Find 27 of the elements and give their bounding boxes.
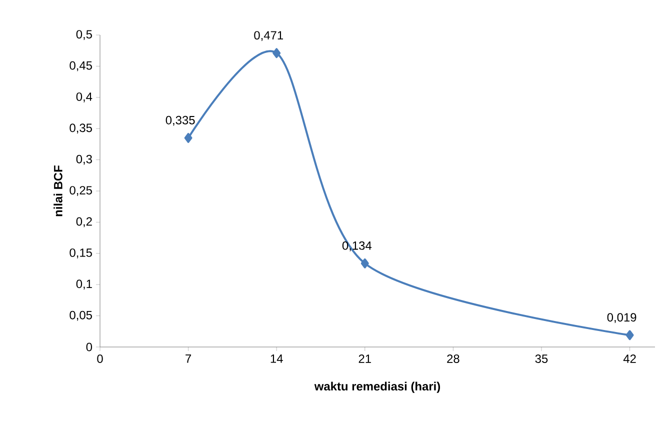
point (626, 330, 634, 340)
y-tick-label: 0,25 (70, 186, 92, 196)
y-tick-label: 0,35 (70, 124, 92, 134)
y-tick-label: 0,1 (76, 280, 92, 290)
x-tick-label: 35 (535, 354, 548, 363)
x-tick-label: 21 (358, 354, 371, 363)
y-tick-label: 0,3 (76, 154, 92, 165)
data-label: 0,019 (607, 313, 636, 323)
y-tick-label: 0,2 (76, 217, 92, 228)
y-tick-label: 0,15 (70, 248, 92, 258)
point (360, 258, 369, 268)
point (184, 132, 192, 143)
y-tick-label: 0,4 (76, 92, 92, 102)
y-axis-title: nilai BCF (54, 166, 62, 216)
x-tick-label: 14 (270, 354, 283, 363)
x-tick-label: 0 (97, 354, 103, 363)
data-label: 0,471 (254, 31, 283, 41)
y-tick-label: 0,05 (70, 310, 92, 321)
point (272, 48, 281, 58)
data-label: 0,335 (166, 116, 195, 126)
x-tick-label: 7 (186, 354, 192, 363)
y-tick-label: 0,5 (76, 30, 92, 40)
y-tick-label: 0,45 (70, 61, 92, 72)
y-tick-label: 0 (86, 342, 92, 352)
x-tick-label: 28 (447, 354, 460, 363)
x-tick-label: 42 (623, 354, 636, 363)
x-axis-title: waktu remediasi (hari) (314, 382, 440, 393)
